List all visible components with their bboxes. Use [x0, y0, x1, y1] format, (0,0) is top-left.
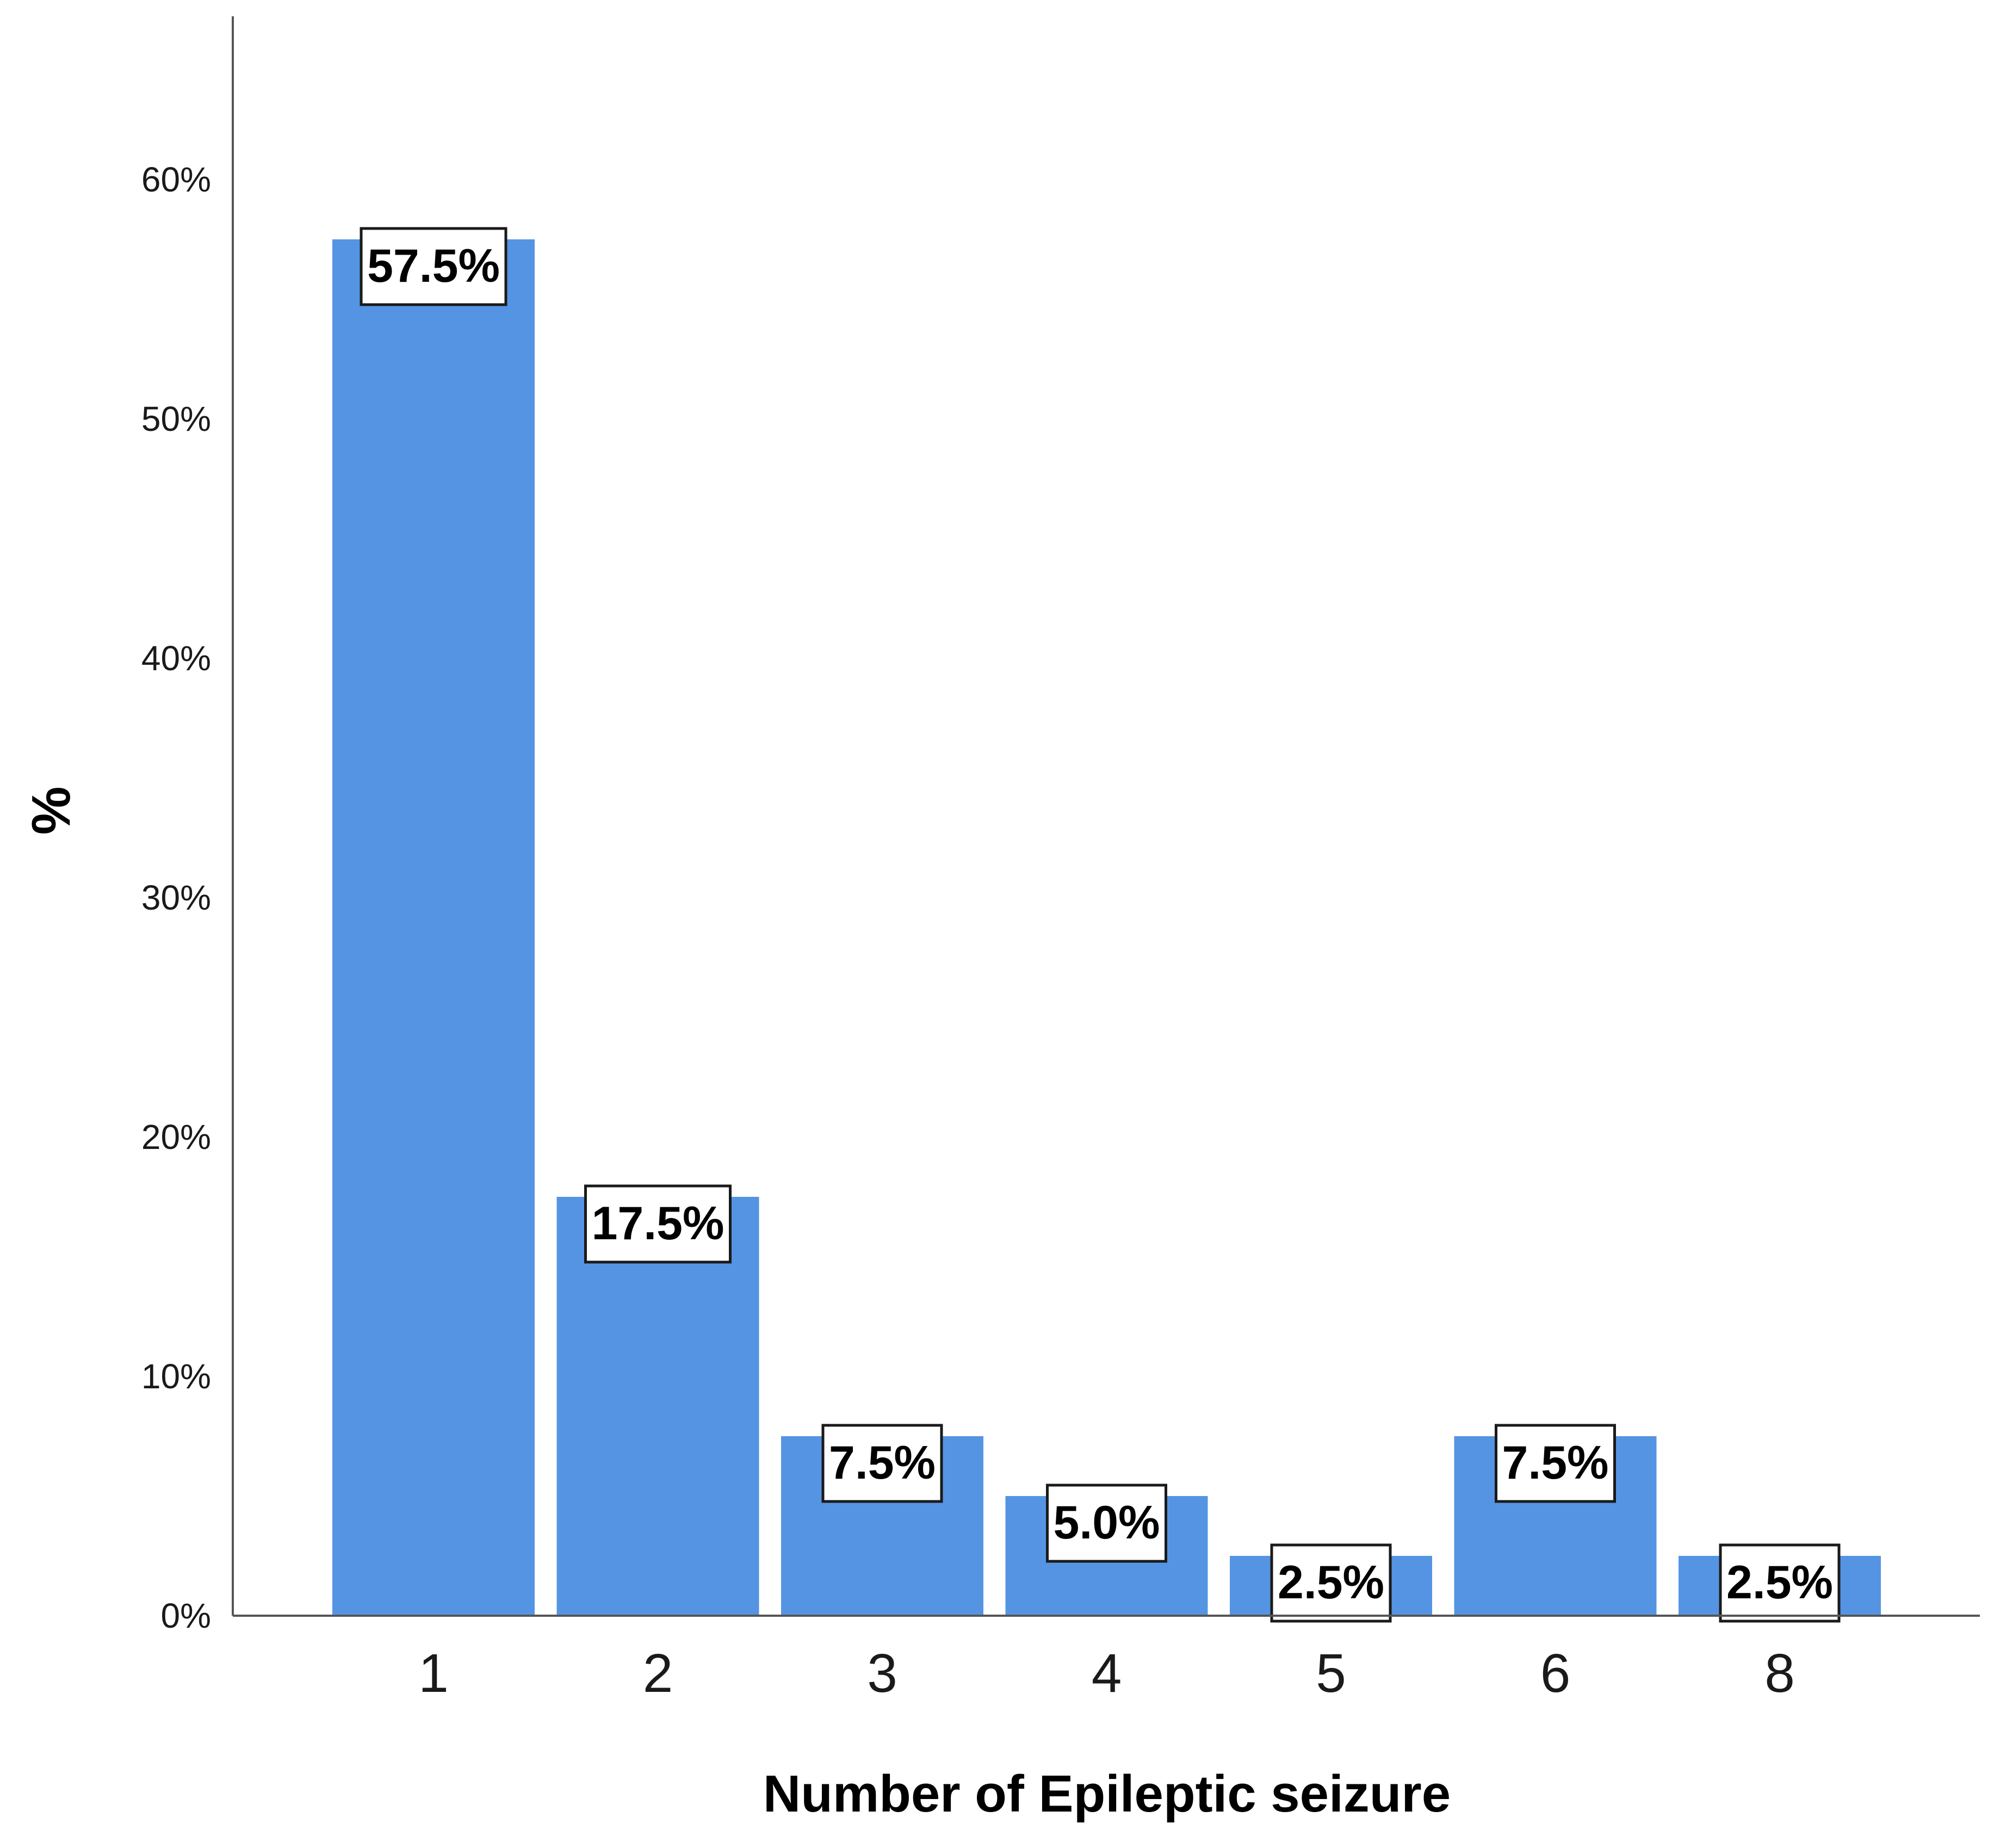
- x-tick-label: 8: [1764, 1643, 1795, 1704]
- y-tick-label: 0%: [161, 1596, 212, 1635]
- data-label-text: 7.5%: [829, 1437, 936, 1489]
- data-label-text: 2.5%: [1726, 1556, 1833, 1609]
- data-label: 5.0%: [1046, 1484, 1167, 1563]
- data-label: 17.5%: [584, 1184, 732, 1264]
- y-tick-label: 60%: [141, 160, 211, 199]
- data-labels: 57.5% 17.5% 7.5% 5.0% 2.5% 7.5% 2.5%: [360, 227, 1841, 1623]
- y-tick-label: 30%: [141, 878, 211, 917]
- data-label-box: [360, 227, 507, 306]
- data-label: 2.5%: [1719, 1543, 1841, 1623]
- data-label: 7.5%: [1495, 1424, 1616, 1503]
- y-tick-label: 10%: [141, 1357, 211, 1396]
- data-label-box: [1495, 1424, 1616, 1503]
- x-axis-title: Number of Epileptic seizure: [763, 1765, 1451, 1823]
- data-label: 2.5%: [1270, 1543, 1392, 1623]
- bars: [332, 239, 1881, 1616]
- data-label-text: 5.0%: [1053, 1497, 1160, 1549]
- y-tick-label: 50%: [141, 399, 211, 438]
- data-label: 57.5%: [360, 227, 507, 306]
- y-tick-label: 40%: [141, 639, 211, 678]
- x-tick-label: 2: [643, 1643, 673, 1704]
- data-label-text: 7.5%: [1502, 1437, 1608, 1489]
- data-label-box: [1046, 1484, 1167, 1563]
- y-axis-title: %: [21, 787, 82, 835]
- data-label-text: 17.5%: [592, 1197, 724, 1250]
- data-label-text: 57.5%: [367, 240, 500, 292]
- data-label-text: 2.5%: [1278, 1556, 1384, 1609]
- bar: [332, 239, 535, 1616]
- data-label-box: [821, 1424, 943, 1503]
- data-label-box: [1719, 1543, 1841, 1623]
- y-tick-label: 20%: [141, 1117, 211, 1157]
- bar: [556, 1197, 759, 1616]
- x-axis-ticks: 1 2 3 4 5 6 8: [418, 1643, 1795, 1704]
- x-tick-label: 5: [1316, 1643, 1346, 1704]
- x-tick-label: 1: [418, 1643, 449, 1704]
- x-tick-label: 3: [867, 1643, 897, 1704]
- data-label-box: [1270, 1543, 1392, 1623]
- x-tick-label: 6: [1540, 1643, 1571, 1704]
- data-label: 7.5%: [821, 1424, 943, 1503]
- y-axis-ticks: 0% 10% 20% 30% 40% 50% 60%: [141, 160, 211, 1635]
- x-tick-label: 4: [1092, 1643, 1122, 1704]
- data-label-box: [584, 1184, 732, 1264]
